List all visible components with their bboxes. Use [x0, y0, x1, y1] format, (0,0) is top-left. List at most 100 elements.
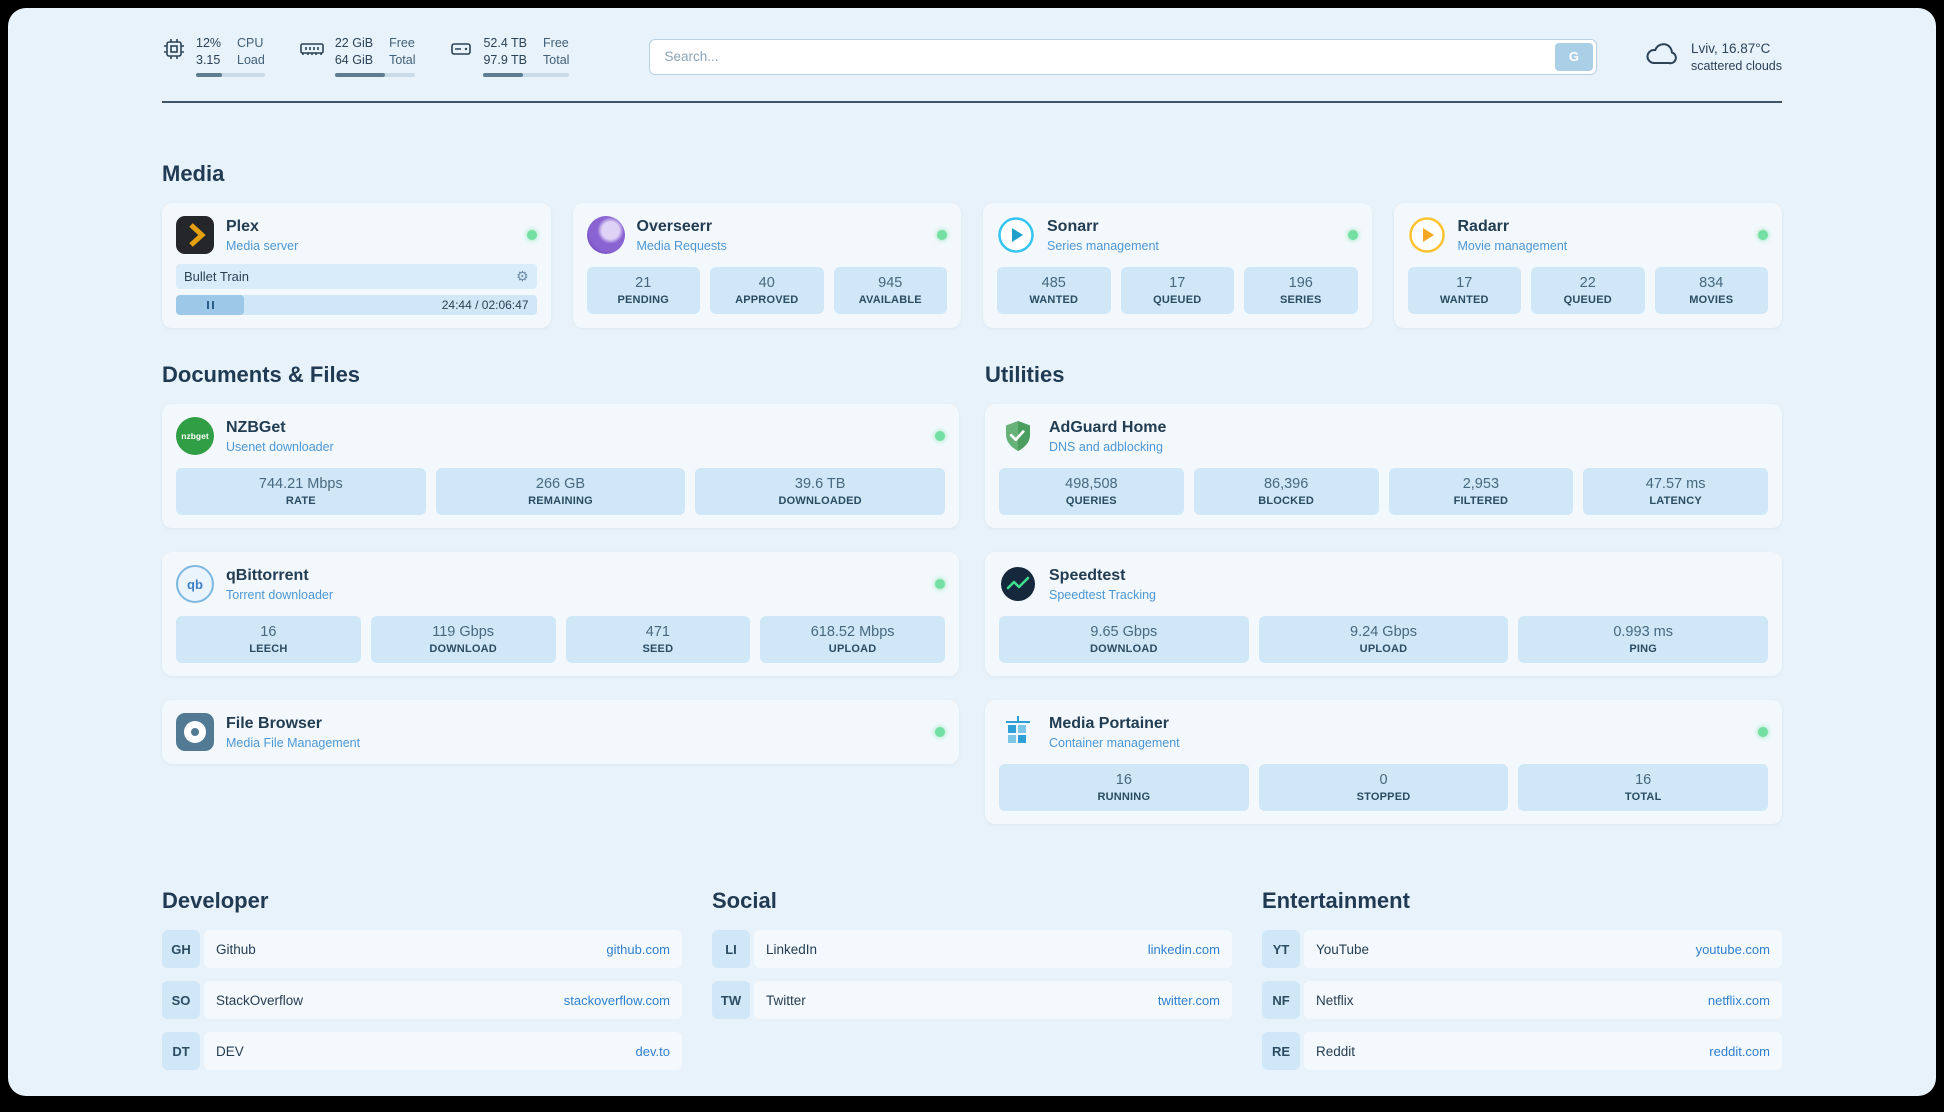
bookmark-url: stackoverflow.com	[563, 992, 670, 1008]
cpu-bar	[196, 73, 265, 77]
stat-block: 2,953 FILTERED	[1388, 468, 1574, 515]
service-card-qbittorrent[interactable]: qb qBittorrent Torrent downloader 16	[162, 552, 959, 676]
stat-block: 266 GB REMAINING	[435, 468, 686, 515]
now-playing-row: Bullet Train ⚙	[176, 264, 537, 289]
stat-block: 39.6 TB DOWNLOADED	[695, 468, 946, 515]
bookmark-name: Netflix	[1316, 992, 1354, 1008]
disk-label-bottom: Total	[543, 53, 570, 67]
cpu-widget: 12% 3.15 CPU Load	[162, 36, 265, 77]
disk-icon	[449, 36, 473, 77]
stat-block: 16 TOTAL	[1518, 764, 1769, 811]
qbittorrent-icon: qb	[176, 565, 214, 603]
service-card-speedtest[interactable]: Speedtest Speedtest Tracking 9.65 Gbps D…	[985, 552, 1782, 676]
status-dot	[937, 230, 947, 240]
service-card-adguard[interactable]: AdGuard Home DNS and adblocking 498,508 …	[985, 404, 1782, 528]
disk-label-top: Free	[543, 36, 569, 50]
stat-block: 945 AVAILABLE	[833, 267, 947, 314]
stat-block: 618.52 Mbps UPLOAD	[760, 616, 945, 663]
bookmark-abbr: TW	[712, 981, 750, 1019]
service-card-plex[interactable]: Plex Media server Bullet Train ⚙ 24:44	[162, 203, 551, 328]
memory-bar	[334, 73, 416, 77]
stat-block: 196 SERIES	[1244, 267, 1358, 314]
service-subtitle: Media Requests	[636, 238, 727, 253]
bookmark-linkedin[interactable]: LI LinkedIn linkedin.com	[712, 930, 1232, 968]
disk-widget: 52.4 TB 97.9 TB Free Total	[449, 36, 570, 77]
bookmark-twitter[interactable]: TW Twitter twitter.com	[712, 981, 1232, 1019]
service-subtitle: Series management	[1047, 238, 1159, 253]
search-input[interactable]	[649, 38, 1597, 75]
memory-bar-fill	[334, 73, 385, 77]
bookmark-name: Reddit	[1316, 1043, 1356, 1059]
search-provider-button[interactable]: G	[1554, 42, 1593, 71]
service-subtitle: Movie management	[1457, 238, 1568, 253]
service-card-overseerr[interactable]: Overseerr Media Requests 21 PENDING 40 A…	[572, 203, 961, 328]
stat-block: 9.24 Gbps UPLOAD	[1258, 616, 1509, 663]
service-name: Radarr	[1457, 217, 1510, 235]
stat-block: 498,508 QUERIES	[999, 468, 1184, 515]
stat-block: 744.21 Mbps RATE	[176, 468, 426, 515]
bookmark-netflix[interactable]: NF Netflix netflix.com	[1262, 981, 1782, 1019]
section-title-documents: Documents & Files	[162, 362, 361, 387]
service-card-filebrowser[interactable]: File Browser Media File Management	[162, 700, 959, 764]
sonarr-icon	[997, 216, 1035, 254]
section-documents: Documents & Files nzbget NZBGet Usenet d…	[162, 362, 959, 824]
portainer-icon	[999, 713, 1037, 751]
bookmark-url: dev.to	[635, 1043, 670, 1059]
stat-block: 17 QUEUED	[1120, 267, 1234, 314]
bookmark-url: twitter.com	[1157, 992, 1220, 1008]
overseerr-icon	[586, 216, 625, 254]
radarr-icon	[1408, 216, 1446, 254]
stat-block: 0 STOPPED	[1258, 764, 1509, 811]
memory-widget: 22 GiB 64 GiB Free Total	[299, 36, 416, 77]
weather-widget[interactable]: Lviv, 16.87°C scattered clouds	[1643, 40, 1782, 73]
bookmark-abbr: YT	[1262, 930, 1300, 968]
bookmark-abbr: GH	[162, 930, 200, 968]
stat-block: 0.993 ms PING	[1518, 616, 1769, 663]
weather-location: Lviv, 16.87°C	[1690, 40, 1771, 56]
playback-time: 24:44 / 02:06:47	[441, 298, 529, 312]
service-card-sonarr[interactable]: Sonarr Series management 485 WANTED 17 Q…	[983, 203, 1372, 328]
search-bar: G	[649, 38, 1597, 75]
service-name: Overseerr	[636, 217, 713, 235]
cpu-load-value: 3.15	[196, 53, 221, 67]
service-subtitle: Media File Management	[226, 735, 361, 750]
memory-label-top: Free	[389, 36, 415, 50]
status-dot	[935, 431, 945, 441]
bookmark-name: Github	[216, 941, 256, 957]
service-subtitle: Speedtest Tracking	[1049, 587, 1157, 602]
section-media: Media Plex Media server	[162, 161, 1782, 328]
dashboard-window: 12% 3.15 CPU Load	[8, 8, 1936, 1096]
bookmark-github[interactable]: GH Github github.com	[162, 930, 682, 968]
topbar-divider	[162, 101, 1782, 103]
bookmark-url: reddit.com	[1709, 1043, 1770, 1059]
bookmark-name: Twitter	[766, 992, 806, 1008]
gear-icon[interactable]: ⚙	[515, 268, 529, 284]
topbar: 12% 3.15 CPU Load	[162, 8, 1782, 77]
service-subtitle: Usenet downloader	[226, 439, 334, 454]
bookmark-youtube[interactable]: YT YouTube youtube.com	[1262, 930, 1782, 968]
disk-bar	[483, 73, 570, 77]
cpu-label-top: CPU	[237, 36, 264, 50]
stat-block: 834 MOVIES	[1654, 267, 1768, 314]
stat-block: 22 QUEUED	[1531, 267, 1645, 314]
section-title-utilities: Utilities	[985, 362, 1065, 387]
bookmark-stackoverflow[interactable]: SO StackOverflow stackoverflow.com	[162, 981, 682, 1019]
pause-icon	[211, 301, 214, 309]
service-card-radarr[interactable]: Radarr Movie management 17 WANTED 22 QUE…	[1393, 203, 1782, 328]
bookmark-group-social: Social LI LinkedIn linkedin.com TW Twitt…	[712, 888, 1232, 1083]
service-name: qBittorrent	[226, 566, 309, 584]
disk-free: 52.4 TB	[483, 36, 528, 50]
stat-block: 119 Gbps DOWNLOAD	[370, 616, 556, 663]
service-card-portainer[interactable]: Media Portainer Container management 16 …	[985, 700, 1782, 824]
stat-block: 471 SEED	[565, 616, 751, 663]
bookmark-reddit[interactable]: RE Reddit reddit.com	[1262, 1032, 1782, 1070]
stat-block: 21 PENDING	[586, 267, 700, 314]
playback-progress[interactable]: 24:44 / 02:06:47	[176, 295, 537, 315]
service-card-nzbget[interactable]: nzbget NZBGet Usenet downloader 744.21 M…	[162, 404, 959, 528]
cpu-percent: 12%	[196, 36, 222, 50]
service-name: Speedtest	[1049, 566, 1126, 584]
service-name: File Browser	[226, 714, 323, 732]
cloud-icon	[1643, 40, 1679, 73]
bookmark-dev[interactable]: DT DEV dev.to	[162, 1032, 682, 1070]
bookmark-url: linkedin.com	[1147, 941, 1220, 957]
